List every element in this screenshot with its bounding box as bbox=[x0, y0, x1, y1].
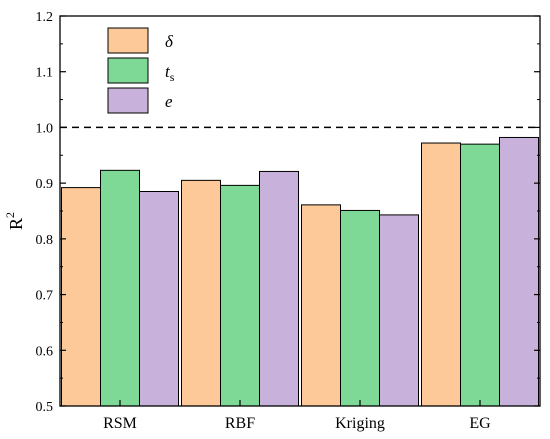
bar-rbf-3 bbox=[259, 170, 299, 407]
x-tick-label: RSM bbox=[103, 415, 137, 432]
x-axis: RSM RBF Kriging EG bbox=[103, 400, 491, 432]
y-tick-label: 0.8 bbox=[36, 233, 54, 248]
bar-kriging-1 bbox=[301, 204, 341, 407]
bar-rsm-3 bbox=[139, 191, 179, 407]
y-tick-label: 1.2 bbox=[36, 10, 54, 25]
x-tick-label: RBF bbox=[225, 415, 255, 432]
legend-swatch bbox=[107, 57, 149, 84]
y-tick-label: 0.6 bbox=[36, 344, 54, 359]
x-tick-label: EG bbox=[469, 415, 491, 432]
bar-kriging-2 bbox=[340, 209, 380, 407]
legend-label: e bbox=[165, 92, 173, 111]
y-tick-label: 0.5 bbox=[36, 400, 54, 415]
y-tick-label: 1.0 bbox=[36, 121, 54, 136]
y-axis: 0.5 0.6 0.7 0.8 0.9 1.0 1.1 1.2 bbox=[36, 10, 540, 415]
y-tick-label: 0.7 bbox=[36, 289, 54, 304]
y-axis-title: R2 bbox=[3, 212, 26, 230]
bar-rbf-2 bbox=[220, 184, 260, 407]
legend-label: δ bbox=[165, 32, 174, 51]
legend-label: ts bbox=[165, 62, 175, 84]
y-axis-title-sup: 2 bbox=[3, 212, 17, 218]
bars-group bbox=[61, 136, 539, 407]
legend-swatch bbox=[107, 27, 149, 54]
bar-eg-2 bbox=[460, 143, 500, 407]
bar-eg-1 bbox=[421, 142, 461, 407]
legend: δ ts e bbox=[107, 27, 175, 114]
bar-rbf-1 bbox=[181, 179, 221, 407]
bar-eg-3 bbox=[499, 136, 539, 407]
bar-kriging-3 bbox=[379, 214, 419, 407]
y-axis-title-main: R bbox=[6, 218, 26, 230]
x-tick-label: Kriging bbox=[335, 415, 385, 432]
bar-rsm-1 bbox=[61, 187, 101, 407]
y-tick-label: 0.9 bbox=[36, 177, 54, 192]
bar-rsm-2 bbox=[100, 169, 140, 407]
legend-swatch bbox=[107, 87, 149, 114]
y-tick-label: 1.1 bbox=[36, 66, 54, 81]
